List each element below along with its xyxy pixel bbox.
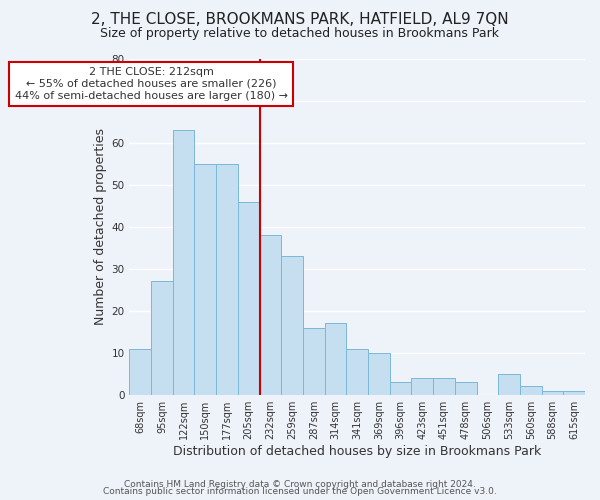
Text: Contains public sector information licensed under the Open Government Licence v3: Contains public sector information licen… [103,487,497,496]
Text: 2, THE CLOSE, BROOKMANS PARK, HATFIELD, AL9 7QN: 2, THE CLOSE, BROOKMANS PARK, HATFIELD, … [91,12,509,28]
Bar [433,378,455,394]
Bar [455,382,476,394]
Bar [542,390,563,394]
Bar [563,390,585,394]
Bar [412,378,433,394]
Bar [281,256,303,394]
Bar [151,282,173,395]
Text: 2 THE CLOSE: 212sqm
← 55% of detached houses are smaller (226)
44% of semi-detac: 2 THE CLOSE: 212sqm ← 55% of detached ho… [14,68,287,100]
Bar [303,328,325,394]
X-axis label: Distribution of detached houses by size in Brookmans Park: Distribution of detached houses by size … [173,444,541,458]
Bar [346,348,368,395]
Text: Size of property relative to detached houses in Brookmans Park: Size of property relative to detached ho… [101,28,499,40]
Bar [173,130,194,394]
Bar [130,348,151,395]
Text: Contains HM Land Registry data © Crown copyright and database right 2024.: Contains HM Land Registry data © Crown c… [124,480,476,489]
Bar [390,382,412,394]
Bar [216,164,238,394]
Bar [238,202,260,394]
Bar [260,235,281,394]
Bar [498,374,520,394]
Bar [194,164,216,394]
Bar [520,386,542,394]
Y-axis label: Number of detached properties: Number of detached properties [94,128,107,326]
Bar [368,352,390,395]
Bar [325,324,346,394]
